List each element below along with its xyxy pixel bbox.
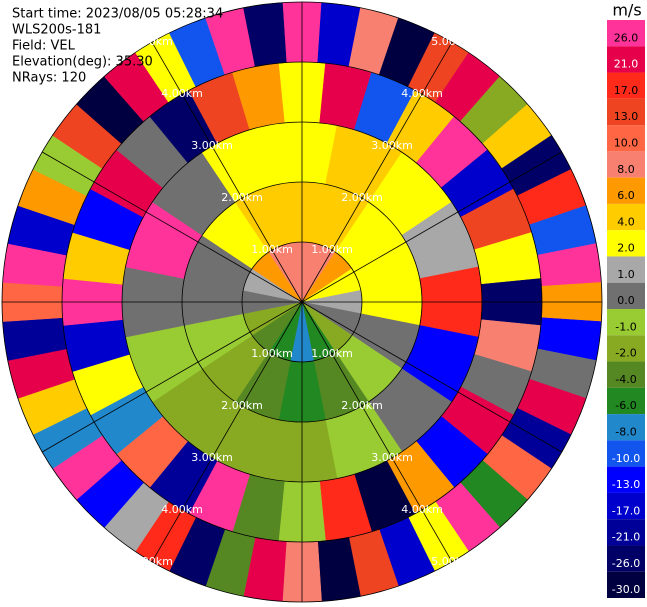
radial-line: [301, 151, 563, 303]
colorbar-segment: [607, 20, 645, 47]
range-label: 3.00km: [371, 139, 413, 152]
range-ring: [241, 241, 363, 363]
colorbar-label: -6.0: [615, 399, 636, 412]
range-label: 2.00km: [341, 191, 383, 204]
header-line: Start time: 2023/08/05 05:28:34: [12, 7, 223, 22]
range-ring: [61, 61, 543, 543]
range-label: 4.00km: [401, 503, 443, 516]
colorbar-segment: [607, 519, 645, 546]
colorbar-label: 17.0: [614, 84, 639, 97]
radial-line: [151, 301, 303, 563]
range-label: 4.00km: [401, 87, 443, 100]
colorbar-title: m/s: [612, 1, 641, 20]
colorbar-segment: [607, 440, 645, 467]
range-label: 4.00km: [161, 87, 203, 100]
range-label: 4.00km: [161, 503, 203, 516]
colorbar-label: -21.0: [612, 531, 640, 544]
range-label: 5.00km: [131, 35, 173, 48]
header-line: NRays: 120: [12, 71, 86, 86]
colorbar-segment: [607, 151, 645, 178]
colorbar-segment: [607, 203, 645, 231]
colorbar-segment: [607, 125, 645, 152]
colorbar-label: 0.0: [617, 294, 635, 307]
colorbar-segment: [607, 72, 645, 99]
colorbar-segment: [607, 98, 645, 126]
colorbar-label: -26.0: [612, 557, 640, 570]
range-ring: [1, 1, 603, 603]
radial-line: [301, 41, 453, 303]
colorbar-label: 1.0: [617, 268, 635, 281]
header-line: Field: VEL: [12, 39, 76, 54]
colorbar-segment: [607, 46, 645, 73]
colorbar-segment: [607, 545, 645, 572]
range-label: 3.00km: [371, 451, 413, 464]
range-label: 2.00km: [341, 399, 383, 412]
range-label: 3.00km: [191, 139, 233, 152]
colorbar-label: -13.0: [612, 478, 640, 491]
range-label: 2.00km: [221, 399, 263, 412]
colorbar-label: -17.0: [612, 504, 640, 517]
colorbar-label: -8.0: [615, 425, 636, 438]
colorbar-label: 4.0: [617, 215, 635, 228]
range-ring: [121, 121, 483, 483]
colorbar-segment: [607, 282, 645, 309]
colorbar-label: 8.0: [617, 163, 635, 176]
colorbar-label: 13.0: [614, 110, 639, 123]
colorbar-segment: [607, 177, 645, 204]
radial-line: [301, 301, 563, 453]
colorbar-segment: [607, 309, 645, 336]
range-label: 2.00km: [221, 191, 263, 204]
range-label: 1.00km: [251, 243, 293, 256]
colorbar-label: 26.0: [614, 31, 639, 44]
range-label: 5.00km: [431, 555, 473, 568]
colorbar-segment: [607, 387, 645, 415]
radial-line: [151, 41, 303, 303]
range-ring: [181, 181, 423, 423]
range-label: 1.00km: [251, 347, 293, 360]
colorbar-segment: [607, 492, 645, 520]
colorbar-label: -30.0: [612, 583, 640, 596]
colorbar-label: -2.0: [615, 347, 636, 360]
radial-line: [41, 301, 303, 453]
range-label: 5.00km: [131, 555, 173, 568]
colorbar-label: 21.0: [614, 58, 639, 71]
range-label: 5.00km: [431, 35, 473, 48]
radial-line: [301, 301, 453, 563]
colorbar-label: -4.0: [615, 373, 636, 386]
colorbar-segment: [607, 466, 645, 493]
colorbar-label: -10.0: [612, 452, 640, 465]
colorbar-segment: [607, 571, 645, 598]
colorbar-label: 2.0: [617, 242, 635, 255]
header-line: Elevation(deg): 35.30: [12, 55, 153, 70]
colorbar-segment: [607, 335, 645, 362]
colorbar-segment: [607, 361, 645, 388]
colorbar-segment: [607, 230, 645, 257]
colorbar-label: -1.0: [615, 320, 636, 333]
header-line: WLS200s-181: [12, 23, 101, 38]
colorbar-segment: [607, 256, 645, 283]
colorbar-label: 6.0: [617, 189, 635, 202]
colorbar-segment: [607, 414, 645, 441]
radial-line: [41, 151, 303, 303]
range-label: 3.00km: [191, 451, 233, 464]
range-label: 1.00km: [311, 347, 353, 360]
range-label: 1.00km: [311, 243, 353, 256]
colorbar-label: 10.0: [614, 136, 639, 149]
